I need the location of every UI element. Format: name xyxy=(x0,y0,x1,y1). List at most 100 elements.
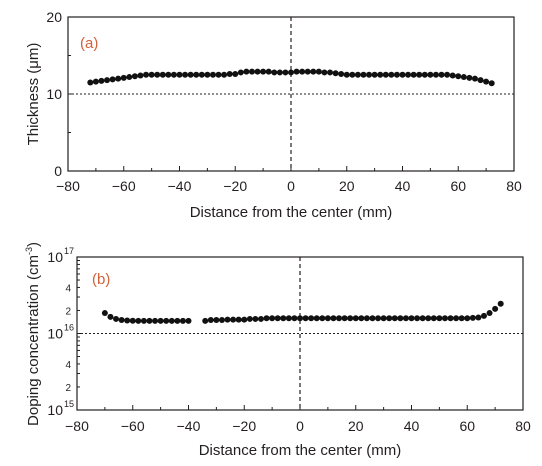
data-point-a xyxy=(471,75,478,82)
data-point-b xyxy=(302,315,309,322)
y-tick-label-a: 20 xyxy=(46,9,62,25)
data-point-a xyxy=(143,71,150,78)
data-point-b xyxy=(118,317,125,324)
y-tick-base-b: 10 xyxy=(47,326,63,342)
panel-label-b: (b) xyxy=(92,271,110,288)
y-axis-label-b-end: ) xyxy=(25,242,42,247)
data-point-b xyxy=(113,315,120,322)
y-axis-label-b-main: Doping concentration (cm xyxy=(25,255,42,426)
data-point-a xyxy=(148,71,155,78)
data-point-b xyxy=(453,315,460,322)
data-point-a xyxy=(338,70,345,77)
data-point-a xyxy=(198,71,205,78)
data-point-b xyxy=(492,305,499,312)
panel-label-a: (a) xyxy=(80,35,98,52)
x-tick-label-b: −80 xyxy=(65,418,89,434)
data-point-b xyxy=(168,317,175,324)
data-point-a xyxy=(438,71,445,78)
data-point-b xyxy=(458,315,465,322)
data-point-a xyxy=(176,71,183,78)
data-point-a xyxy=(299,68,306,75)
data-point-b xyxy=(285,315,292,322)
data-point-b xyxy=(163,317,170,324)
data-point-b xyxy=(475,314,482,321)
data-point-b xyxy=(129,317,136,324)
data-point-b xyxy=(397,315,404,322)
data-point-a xyxy=(98,77,105,84)
data-point-a xyxy=(343,71,350,78)
data-point-a xyxy=(444,71,451,78)
data-point-a xyxy=(455,73,462,80)
y-axis-label-b: Doping concentration (cm-3) xyxy=(24,242,42,426)
data-point-b xyxy=(135,317,142,324)
data-point-b xyxy=(313,315,320,322)
x-axis-label-a: Distance from the center (mm) xyxy=(190,204,393,221)
data-point-a xyxy=(109,76,116,83)
data-point-b xyxy=(469,314,476,321)
data-point-a xyxy=(92,78,99,85)
data-point-b xyxy=(297,315,303,322)
data-point-a xyxy=(360,71,367,78)
data-point-a xyxy=(265,68,272,75)
y-minor-label-b: 4 xyxy=(65,360,71,371)
data-point-a xyxy=(466,74,473,81)
data-point-b xyxy=(179,317,186,324)
data-point-b xyxy=(414,315,421,322)
data-point-b xyxy=(124,317,131,324)
data-point-a xyxy=(159,71,166,78)
x-tick-label-a: 0 xyxy=(287,178,295,194)
data-point-a xyxy=(115,75,122,82)
data-point-a xyxy=(276,69,283,76)
data-point-a xyxy=(449,72,456,79)
data-point-a xyxy=(182,71,189,78)
data-point-a xyxy=(310,68,317,75)
x-tick-label-b: 80 xyxy=(515,418,531,434)
data-point-b xyxy=(441,315,448,322)
data-point-a xyxy=(104,77,111,84)
y-tick-exponent-b: 17 xyxy=(64,246,74,256)
data-point-b xyxy=(269,315,276,322)
data-point-b xyxy=(140,317,147,324)
data-point-b xyxy=(157,317,164,324)
data-point-b xyxy=(246,315,253,322)
data-point-a xyxy=(393,71,400,78)
data-point-a xyxy=(315,68,322,75)
x-ticks-a: −80 −60 −40 −20 0 20 40 60 80 xyxy=(56,166,522,194)
data-point-b xyxy=(430,315,437,322)
data-point-a xyxy=(137,72,144,79)
data-point-a xyxy=(209,71,216,78)
x-tick-label-b: 0 xyxy=(296,418,304,434)
x-tick-label-b: −20 xyxy=(232,418,256,434)
data-point-a xyxy=(154,71,161,78)
data-point-a xyxy=(304,68,311,75)
data-point-b xyxy=(419,315,426,322)
data-point-a xyxy=(293,68,300,75)
data-point-b xyxy=(263,315,270,322)
data-point-b xyxy=(486,310,493,317)
data-point-b xyxy=(224,316,231,323)
data-point-b xyxy=(380,315,387,322)
data-point-a xyxy=(399,71,406,78)
data-point-b xyxy=(185,317,192,324)
x-tick-label-b: −40 xyxy=(177,418,201,434)
x-tick-label-a: −40 xyxy=(168,178,192,194)
y-axis-label-b-sup: -3 xyxy=(24,247,34,255)
data-point-a xyxy=(432,71,439,78)
data-point-a xyxy=(187,71,194,78)
data-point-b xyxy=(274,315,281,322)
x-axis-label-b: Distance from the center (mm) xyxy=(199,442,402,459)
x-tick-label-b: 20 xyxy=(348,418,364,434)
data-point-a xyxy=(237,69,244,76)
y-minor-label-b: 4 xyxy=(65,283,71,294)
data-point-a xyxy=(321,69,328,76)
data-point-a xyxy=(388,71,395,78)
data-point-b xyxy=(336,315,343,322)
y-minor-label-b: 2 xyxy=(65,383,71,394)
x-tick-label-b: −60 xyxy=(121,418,145,434)
data-point-b xyxy=(152,317,159,324)
data-point-a xyxy=(170,71,177,78)
x-tick-label-a: 40 xyxy=(395,178,411,194)
data-point-b xyxy=(391,315,398,322)
data-point-a xyxy=(349,71,356,78)
